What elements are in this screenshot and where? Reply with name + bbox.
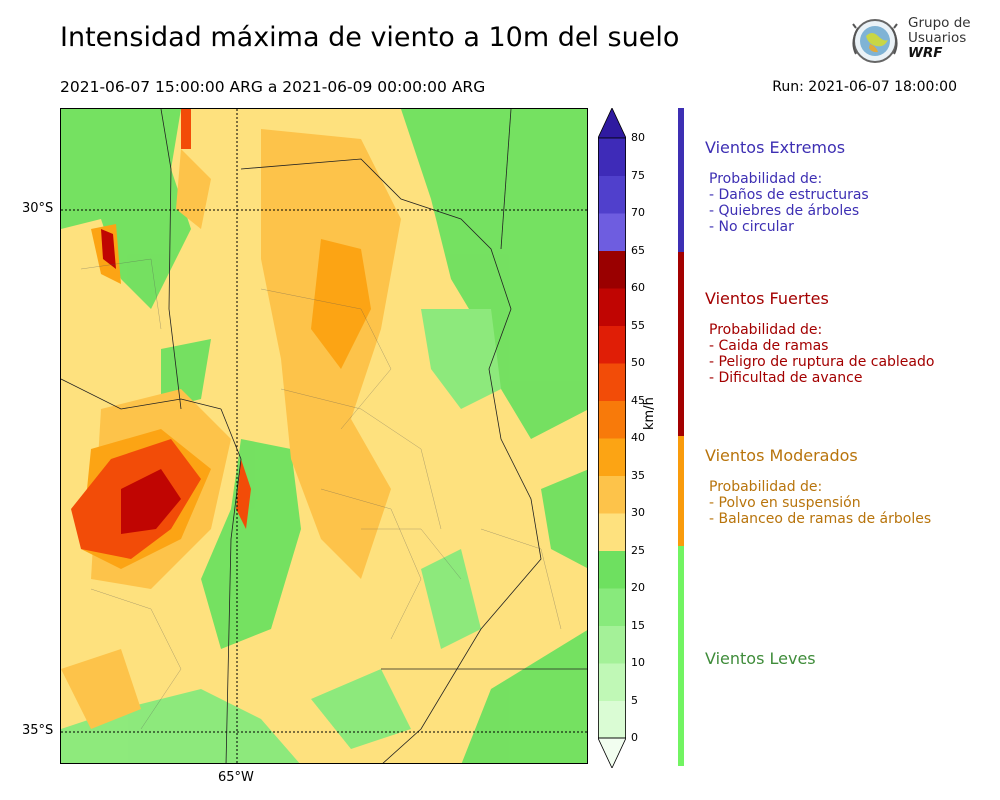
desc-item: - No circular [709, 219, 794, 235]
colorbar-swatch [598, 363, 626, 401]
logo-line-1: Grupo de [908, 15, 971, 31]
colorbar-swatch [598, 138, 626, 176]
colorbar-tick-label: 15 [631, 618, 645, 632]
colorbar-swatch [598, 288, 626, 326]
desc-item: - Peligro de ruptura de cableado [709, 354, 935, 370]
desc-item: - Quiebres de árboles [709, 203, 860, 219]
category-title: Vientos Fuertes [705, 289, 829, 308]
colorbar-tick-label: 5 [631, 693, 638, 707]
logo-text: Grupo de Usuarios WRF [908, 16, 971, 61]
colorbar-tick-label: 70 [631, 206, 645, 219]
category-title: Vientos Leves [705, 649, 816, 668]
colorbar-swatch [598, 550, 626, 589]
colorbar-swatch [598, 625, 626, 664]
category-light: Vientos Leves [705, 649, 816, 668]
colorbar-swatch [598, 475, 626, 514]
colorbar-tick-label: 25 [631, 543, 645, 557]
desc-item: - Daños de estructuras [709, 187, 869, 203]
colorbar-tick-label: 55 [631, 318, 645, 332]
colorbar-tick-label: 40 [631, 431, 645, 444]
map-title: Intensidad máxima de viento a 10m del su… [60, 22, 680, 53]
colorbar-swatch [598, 213, 626, 251]
colorbar-swatch [598, 175, 626, 214]
colorbar-swatch [598, 400, 626, 439]
logo-line-2: Usuarios [908, 30, 967, 46]
desc-header: Probabilidad de: [709, 171, 823, 187]
colorbar-svg [597, 107, 627, 769]
colorbar-swatch [598, 588, 626, 626]
desc-header: Probabilidad de: [709, 322, 823, 338]
extreme-category-bar [678, 108, 684, 252]
colorbar-swatch [598, 700, 626, 739]
colorbar-tick-label: 45 [631, 393, 645, 407]
globe-icon [852, 19, 898, 63]
strong-category-bar [678, 252, 684, 436]
lon-label-65w: 65°W [218, 770, 254, 785]
colorbar-outline [598, 137, 627, 739]
run-time: Run: 2021-06-07 18:00:00 [772, 79, 957, 95]
category-moderate: Vientos Moderados Probabilidad de: - Pol… [705, 446, 931, 527]
wrf-users-logo: Grupo de Usuarios WRF [848, 14, 973, 74]
colorbar [597, 107, 627, 769]
desc-header: Probabilidad de: [709, 479, 823, 495]
moderate-category-bar [678, 436, 684, 546]
colorbar-tick-label: 75 [631, 168, 645, 182]
desc-item: - Caida de ramas [709, 338, 829, 354]
department-borders [80, 258, 562, 730]
colorbar-tick-label: 65 [631, 243, 645, 257]
colorbar-swatch [598, 250, 626, 289]
colorbar-unit: km/h [642, 397, 657, 430]
province-borders [61, 109, 587, 763]
desc-item: - Polvo en suspensión [709, 495, 861, 511]
colorbar-tick-label: 30 [631, 506, 645, 519]
colorbar-extend-bottom [597, 737, 627, 769]
colorbar-tick-label: 80 [631, 131, 645, 144]
category-description: Probabilidad de: - Daños de estructuras … [705, 171, 869, 235]
colorbar-swatch [598, 438, 626, 476]
colorbar-swatch [598, 513, 626, 551]
light-wind-areas [61, 109, 587, 763]
category-extreme: Vientos Extremos Probabilidad de: - Daño… [705, 138, 869, 235]
colorbar-tick-label: 10 [631, 656, 645, 669]
colorbar-tick-label: 35 [631, 468, 645, 482]
lat-label-35s: 35°S [22, 723, 54, 738]
desc-item: - Dificultad de avance [709, 370, 863, 386]
forecast-period: 2021-06-07 15:00:00 ARG a 2021-06-09 00:… [60, 78, 486, 96]
colorbar-tick-label: 50 [631, 356, 645, 369]
graticule [61, 109, 587, 763]
logo-line-3: WRF [908, 45, 943, 61]
light-category-bar [678, 546, 684, 766]
extreme-wind-core [101, 229, 181, 534]
colorbar-tick-label: 20 [631, 581, 645, 594]
category-title: Vientos Moderados [705, 446, 858, 465]
wind-field-svg [61, 109, 587, 763]
category-description: Probabilidad de: - Caida de ramas - Peli… [705, 322, 934, 386]
desc-item: - Balanceo de ramas de árboles [709, 511, 932, 527]
category-description: Probabilidad de: - Polvo en suspensión -… [705, 479, 931, 527]
colorbar-tick-label: 60 [631, 281, 645, 294]
colorbar-swatch [598, 663, 626, 701]
category-strong: Vientos Fuertes Probabilidad de: - Caida… [705, 289, 934, 386]
colorbar-swatch [598, 325, 626, 364]
colorbar-extend-top [597, 107, 627, 139]
colorbar-tick-label: 0 [631, 731, 638, 744]
lat-label-30s: 30°S [22, 201, 54, 216]
wind-map [60, 108, 588, 764]
category-title: Vientos Extremos [705, 138, 846, 157]
